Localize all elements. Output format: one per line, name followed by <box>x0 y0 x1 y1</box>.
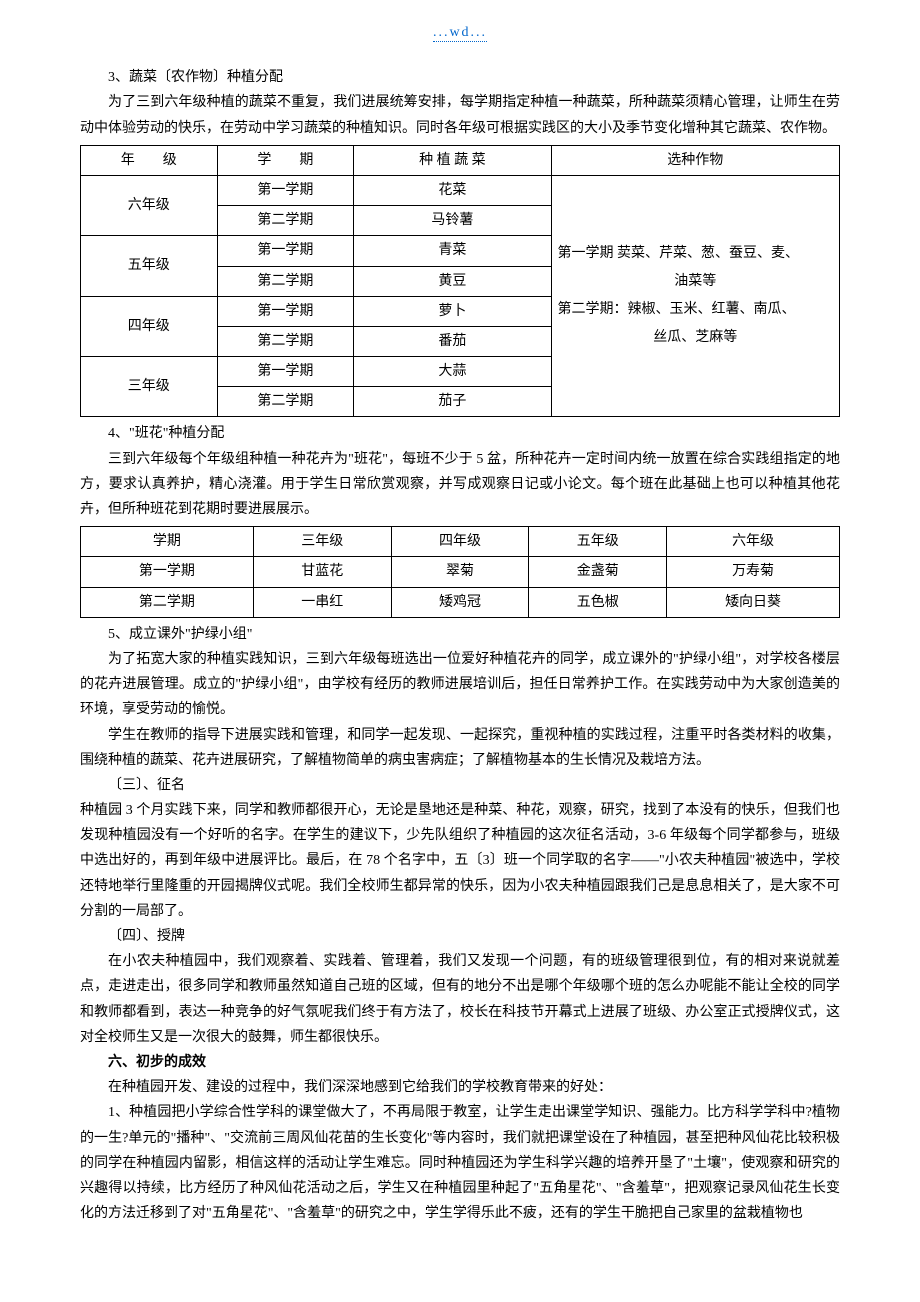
section-award-title: 〔四〕、授牌 <box>80 924 840 949</box>
cell-veg: 萝卜 <box>354 296 551 326</box>
cell-crop-merged: 第一学期 荬菜、芹菜、葱、蚕豆、麦、 油菜等 第二学期：辣椒、玉米、红薯、南瓜、… <box>551 175 839 417</box>
section-5-p2: 学生在教师的指导下进展实践和管理，和同学一起发现、一起探究，重视种植的实践过程，… <box>80 723 840 773</box>
section-4-title: 4、"班花"种植分配 <box>80 421 840 446</box>
cell: 第一学期 <box>81 557 254 587</box>
cell-term: 第一学期 <box>217 175 354 205</box>
cell-veg: 马铃薯 <box>354 206 551 236</box>
crop-line: 油菜等 <box>558 268 833 296</box>
th: 六年级 <box>667 527 840 557</box>
flower-table: 学期 三年级 四年级 五年级 六年级 第一学期 甘蓝花 翠菊 金盏菊 万寿菊 第… <box>80 526 840 618</box>
document-page: ...wd... 3、蔬菜〔农作物〕种植分配 为了三到六年级种植的蔬菜不重复，我… <box>0 0 920 1266</box>
cell-veg: 青菜 <box>354 236 551 266</box>
th: 五年级 <box>529 527 667 557</box>
crop-line: 丝瓜、芝麻等 <box>558 324 833 352</box>
cell: 矮向日葵 <box>667 587 840 617</box>
vegetable-table: 年 级 学 期 种 植 蔬 菜 选种作物 六年级 第一学期 花菜 第一学期 荬菜… <box>80 145 840 418</box>
section-naming-title: 〔三〕、征名 <box>80 773 840 798</box>
cell: 五色椒 <box>529 587 667 617</box>
header-text: ...wd... <box>433 25 487 42</box>
cell: 一串红 <box>253 587 391 617</box>
th: 四年级 <box>391 527 529 557</box>
cell: 甘蓝花 <box>253 557 391 587</box>
cell-term: 第二学期 <box>217 206 354 236</box>
cell-term: 第一学期 <box>217 236 354 266</box>
cell-term: 第二学期 <box>217 387 354 417</box>
th-grade: 年 级 <box>81 145 218 175</box>
section-6-p2: 1、种植园把小学综合性学科的课堂做大了，不再局限于教室，让学生走出课堂学知识、强… <box>80 1100 840 1226</box>
cell-veg: 茄子 <box>354 387 551 417</box>
section-3-title: 3、蔬菜〔农作物〕种植分配 <box>80 65 840 90</box>
table-row: 六年级 第一学期 花菜 第一学期 荬菜、芹菜、葱、蚕豆、麦、 油菜等 第二学期：… <box>81 175 840 205</box>
table-row: 年 级 学 期 种 植 蔬 菜 选种作物 <box>81 145 840 175</box>
th: 学期 <box>81 527 254 557</box>
cell-veg: 大蒜 <box>354 357 551 387</box>
cell-grade: 三年级 <box>81 357 218 417</box>
cell-term: 第一学期 <box>217 357 354 387</box>
cell-term: 第一学期 <box>217 296 354 326</box>
cell-grade: 五年级 <box>81 236 218 296</box>
section-award-body: 在小农夫种植园中，我们观察着、实践着、管理着，我们又发现一个问题，有的班级管理很… <box>80 949 840 1050</box>
section-4-body: 三到六年级每个年级组种植一种花卉为"班花"，每班不少于 5 盆，所种花卉一定时间… <box>80 447 840 523</box>
cell: 万寿菊 <box>667 557 840 587</box>
section-5-title: 5、成立课外"护绿小组" <box>80 622 840 647</box>
th: 三年级 <box>253 527 391 557</box>
cell-term: 第二学期 <box>217 266 354 296</box>
section-3-body: 为了三到六年级种植的蔬菜不重复，我们进展统筹安排，每学期指定种植一种蔬菜，所种蔬… <box>80 90 840 140</box>
cell-veg: 花菜 <box>354 175 551 205</box>
cell-term: 第二学期 <box>217 326 354 356</box>
section-6-p1: 在种植园开发、建设的过程中，我们深深地感到它给我们的学校教育带来的好处： <box>80 1075 840 1100</box>
crop-line: 第一学期 荬菜、芹菜、葱、蚕豆、麦、 <box>558 240 833 268</box>
cell-grade: 四年级 <box>81 296 218 356</box>
section-naming-body: 种植园 3 个月实践下来，同学和教师都很开心，无论是垦地还是种菜、种花，观察，研… <box>80 798 840 924</box>
cell-veg: 黄豆 <box>354 266 551 296</box>
section-5-p1: 为了拓宽大家的种植实践知识，三到六年级每班选出一位爱好种植花卉的同学，成立课外的… <box>80 647 840 723</box>
page-header: ...wd... <box>80 20 840 45</box>
cell: 翠菊 <box>391 557 529 587</box>
th-crop: 选种作物 <box>551 145 839 175</box>
th-term: 学 期 <box>217 145 354 175</box>
cell: 金盏菊 <box>529 557 667 587</box>
cell: 矮鸡冠 <box>391 587 529 617</box>
cell-veg: 番茄 <box>354 326 551 356</box>
section-6-title: 六、初步的成效 <box>80 1050 840 1075</box>
table-row: 第二学期 一串红 矮鸡冠 五色椒 矮向日葵 <box>81 587 840 617</box>
crop-line: 第二学期：辣椒、玉米、红薯、南瓜、 <box>558 296 833 324</box>
table-row: 第一学期 甘蓝花 翠菊 金盏菊 万寿菊 <box>81 557 840 587</box>
table-row: 学期 三年级 四年级 五年级 六年级 <box>81 527 840 557</box>
cell-grade: 六年级 <box>81 175 218 235</box>
cell: 第二学期 <box>81 587 254 617</box>
th-veg: 种 植 蔬 菜 <box>354 145 551 175</box>
